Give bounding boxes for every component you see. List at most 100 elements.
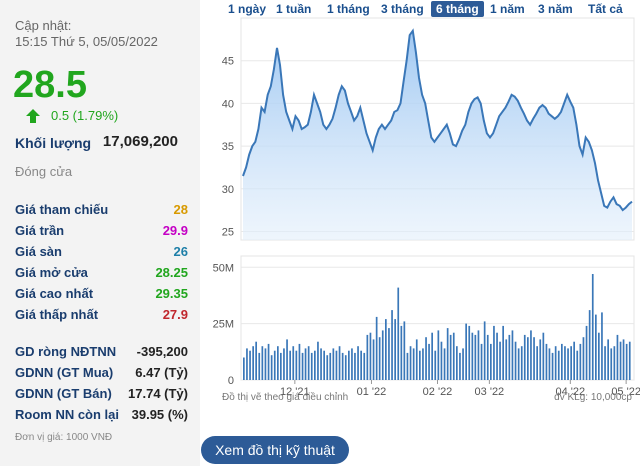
volume-bar xyxy=(329,352,332,380)
volume-bar xyxy=(613,346,616,380)
price-row: Giá sàn 26 xyxy=(15,244,188,259)
volume-bar xyxy=(388,328,390,380)
volume-bar xyxy=(286,339,288,380)
tab-1-day[interactable]: 1 ngày xyxy=(228,2,267,16)
volume-bar xyxy=(360,350,362,380)
volume-bar xyxy=(465,323,467,380)
tab-3-months[interactable]: 3 tháng xyxy=(381,2,424,16)
price-row-value: 26 xyxy=(173,244,188,259)
foreign-row: GDNN (GT Bán) 17.74 (Tỷ) xyxy=(15,386,188,401)
volume-bar xyxy=(452,332,455,380)
volume-bar xyxy=(317,341,319,380)
volume-bar xyxy=(363,352,366,380)
volume-bar xyxy=(471,332,474,380)
unit-note: Đơn vị giá: 1000 VNĐ xyxy=(15,432,113,443)
foreign-row-label: GD ròng NĐTNN xyxy=(15,344,117,359)
price-tick-label: 45 xyxy=(222,56,234,68)
foreign-row: GD ròng NĐTNN -395,200 xyxy=(15,344,188,359)
market-status: Đóng cửa xyxy=(15,164,73,179)
price-row-label: Giá cao nhất xyxy=(15,286,94,301)
volume-bar xyxy=(252,346,254,380)
tab-1-week[interactable]: 1 tuần xyxy=(276,2,312,16)
price-row-value: 29.9 xyxy=(162,223,188,238)
volume-bar xyxy=(502,325,504,380)
volume-bar xyxy=(496,332,498,380)
foreign-row-label: GDNN (GT Mua) xyxy=(15,365,114,380)
volume-tick-label: 0 xyxy=(228,375,234,387)
volume-bar xyxy=(351,348,353,380)
tab-1-year[interactable]: 1 năm xyxy=(490,2,525,16)
price-row-value: 27.9 xyxy=(162,307,188,322)
volume-bar xyxy=(582,337,585,380)
volume-bar xyxy=(567,348,569,380)
volume-bar xyxy=(258,352,261,380)
volume-bar xyxy=(508,334,511,380)
volume-bar xyxy=(323,350,325,380)
tab-all[interactable]: Tất cả xyxy=(588,2,623,16)
volume-bar xyxy=(622,339,625,380)
volume-bar xyxy=(483,321,486,380)
price-row-label: Giá thấp nhất xyxy=(15,307,99,322)
volume-bar xyxy=(434,350,437,380)
volume-bar xyxy=(554,346,557,380)
volume-bar xyxy=(295,350,298,380)
price-tick-label: 25 xyxy=(222,226,234,238)
volume-bar xyxy=(348,350,350,380)
volume-bar xyxy=(310,352,313,380)
volume-label: Khối lượng xyxy=(15,135,92,151)
price-row: Giá cao nhất 29.35 xyxy=(15,286,188,301)
volume-bar xyxy=(394,319,396,380)
volume-bar xyxy=(344,355,347,380)
volume-bar xyxy=(397,287,400,380)
price-tick-label: 40 xyxy=(222,98,234,110)
volume-bar xyxy=(514,341,517,380)
tab-6-months[interactable]: 6 tháng xyxy=(431,1,484,17)
update-time: 15:15 Thứ 5, 05/05/2022 xyxy=(15,34,158,49)
volume-bar xyxy=(419,350,421,380)
volume-bar xyxy=(493,325,495,380)
volume-bar xyxy=(610,348,613,380)
price-row-label: Giá trần xyxy=(15,223,65,238)
volume-bar xyxy=(570,346,572,380)
volume-bar xyxy=(403,321,406,380)
volume-bar xyxy=(625,343,628,380)
volume-chart: 0 25M 50M 12 '21 01 '22 02 '22 03 '22 04 '22 05 … xyxy=(213,255,640,398)
volume-bar xyxy=(520,346,523,380)
volume-bar xyxy=(437,330,440,380)
volume-value: 17,069,200 xyxy=(102,133,178,150)
price-row: Giá tham chiếu 28 xyxy=(15,202,188,217)
volume-bar xyxy=(385,319,387,380)
price-line xyxy=(242,28,633,212)
foreign-row-value: 6.47 (Tỷ) xyxy=(135,365,188,380)
price-row: Giá thấp nhất 27.9 xyxy=(15,307,188,322)
volume-bar xyxy=(304,348,307,380)
up-arrow-icon xyxy=(26,109,40,123)
volume-bar xyxy=(246,348,248,380)
tab-3-years[interactable]: 3 năm xyxy=(538,2,573,16)
volume-bar xyxy=(283,348,285,380)
volume-bar xyxy=(456,346,458,380)
volume-bar xyxy=(462,348,464,380)
volume-bar xyxy=(440,341,443,380)
volume-bar xyxy=(357,346,359,380)
foreign-row: Room NN còn lại 39.95 (%) xyxy=(15,407,188,422)
volume-bar xyxy=(409,346,412,380)
volume-bar xyxy=(267,343,270,380)
volume-bar xyxy=(298,343,301,380)
tab-1-month[interactable]: 1 tháng xyxy=(327,2,370,16)
technical-chart-button[interactable]: Xem đồ thị kỹ thuật xyxy=(201,436,349,464)
volume-bar xyxy=(431,332,433,380)
volume-bar xyxy=(499,341,501,380)
volume-bar xyxy=(588,310,591,380)
foreign-row: GDNN (GT Mua) 6.47 (Tỷ) xyxy=(15,365,188,380)
volume-bar xyxy=(422,348,424,380)
volume-bar xyxy=(277,346,279,380)
volume-bar xyxy=(381,330,384,380)
x-tick-label: 04 '22 xyxy=(556,386,586,398)
volume-bar xyxy=(249,350,251,380)
volume-bar xyxy=(505,339,508,380)
volume-bar xyxy=(261,346,264,380)
volume-bar xyxy=(486,334,489,380)
foreign-row-value: -395,200 xyxy=(136,344,188,359)
